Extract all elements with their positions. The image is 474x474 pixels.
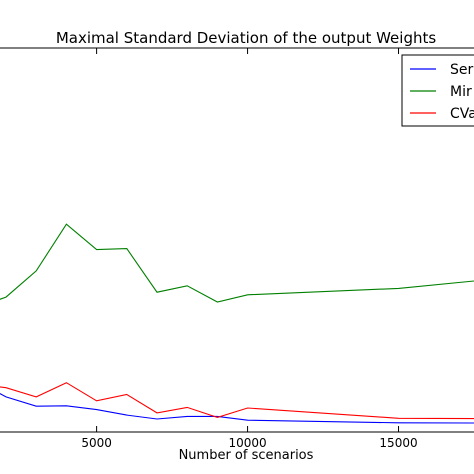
x-axis-label: Number of scenarios: [179, 448, 314, 463]
series-layer: [0, 223, 474, 424]
chart-title: Maximal Standard Deviation of the output…: [56, 29, 437, 47]
x-tick-label: 15000: [379, 436, 417, 450]
legend-entries: Ser Mir CVa: [410, 62, 474, 122]
legend-label-mir: Mir: [450, 84, 472, 100]
legend-label-cva: CVa: [450, 106, 474, 122]
series-line-ser: [0, 393, 474, 424]
legend: Ser Mir CVa: [401, 54, 474, 127]
x-tick-label: 5000: [81, 436, 112, 450]
legend-label-ser: Ser: [450, 62, 474, 78]
plot-frame: [0, 47, 474, 433]
x-tick-label: 10000: [228, 436, 266, 450]
x-ticks: 5000 10000 15000: [81, 48, 418, 450]
series-line-cva: [0, 382, 474, 420]
series-line-mir: [0, 223, 474, 303]
